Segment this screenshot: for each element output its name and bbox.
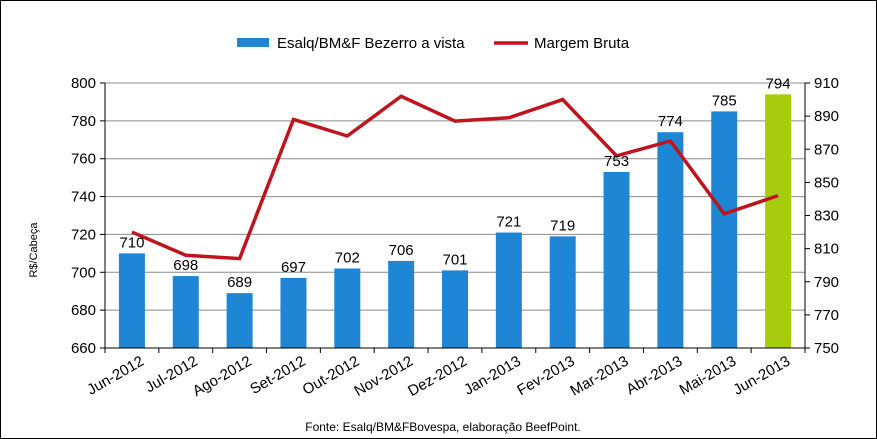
bar-value-label: 721: [496, 214, 521, 231]
bar-value-label: 794: [766, 75, 791, 92]
bar-value-label: 706: [389, 242, 414, 259]
y2-tick-label: 910: [814, 75, 839, 92]
x-tick-label: Jan-2013: [461, 353, 524, 399]
y-tick-label: 740: [71, 189, 96, 206]
x-tick-label: Abr-2013: [623, 353, 685, 399]
x-tick-label: Jun-2013: [730, 353, 793, 399]
bar: [657, 132, 684, 348]
y-tick-label: 700: [71, 264, 96, 281]
x-tick-label: Ago-2012: [190, 353, 255, 400]
x-tick-label: Mar-2013: [567, 353, 631, 400]
bar: [711, 111, 738, 349]
y2-tick-label: 870: [814, 141, 839, 158]
y-axis-title: R$/Cabeça: [28, 222, 40, 278]
bar: [334, 268, 361, 348]
source-note: Fonte: Esalq/BM&FBovespa, elaboração Bee…: [305, 420, 581, 434]
y2-tick-label: 830: [814, 208, 839, 225]
y-tick-label: 780: [71, 113, 96, 130]
x-tick-label: Out-2012: [300, 353, 363, 399]
bar-value-label: 785: [712, 92, 737, 109]
legend: Esalq/BM&F Bezerro a vista Margem Bruta: [237, 35, 630, 52]
bar-value-label: 698: [173, 257, 198, 274]
y-tick-label: 760: [71, 151, 96, 168]
bar: [495, 232, 522, 348]
bar: [388, 260, 415, 348]
y2-tick-label: 850: [814, 174, 839, 191]
bar-value-label: 753: [604, 153, 629, 170]
legend-label-bar: Esalq/BM&F Bezerro a vista: [277, 35, 465, 52]
bar-value-label: 697: [281, 259, 306, 276]
bar: [603, 171, 630, 348]
bar: [118, 253, 145, 348]
y-tick-label: 720: [71, 226, 96, 243]
x-tick-label: Nov-2012: [351, 353, 416, 400]
x-tick-label: Dez-2012: [405, 353, 470, 400]
data-labels: 710 698 689 697 702 706 701 721 719 753 774 785 794: [119, 75, 790, 291]
bar-value-label: 689: [227, 274, 252, 291]
y2-tick-label: 890: [814, 108, 839, 125]
bar-value-label: 710: [119, 234, 144, 251]
bar-value-label: 719: [550, 217, 575, 234]
y-tick-label: 680: [71, 302, 96, 319]
y2-tick-label: 810: [814, 241, 839, 258]
y-tick-label: 800: [71, 75, 96, 92]
y2-tick-label: 750: [814, 340, 839, 357]
x-tick-label: Fev-2013: [514, 353, 577, 399]
x-tick-label: Mai-2013: [677, 353, 740, 399]
line-series: [131, 94, 779, 261]
bar: [280, 277, 307, 348]
bar-value-label: 774: [658, 113, 683, 130]
bar: [765, 94, 792, 348]
bar: [549, 236, 576, 348]
y2-tick-label: 790: [814, 274, 839, 291]
legend-swatch-bar: [237, 38, 269, 47]
bar: [226, 293, 253, 348]
bar-value-label: 701: [442, 251, 467, 268]
bar: [442, 270, 468, 348]
bar-value-label: 702: [335, 250, 360, 267]
legend-label-line: Margem Bruta: [534, 35, 630, 52]
x-tick-label: Set-2012: [247, 353, 308, 398]
bar: [172, 276, 199, 348]
y-tick-label: 660: [71, 340, 96, 357]
x-tick-label: Jun-2012: [84, 353, 147, 399]
bar-series: [118, 94, 792, 349]
y2-tick-label: 770: [814, 307, 839, 324]
